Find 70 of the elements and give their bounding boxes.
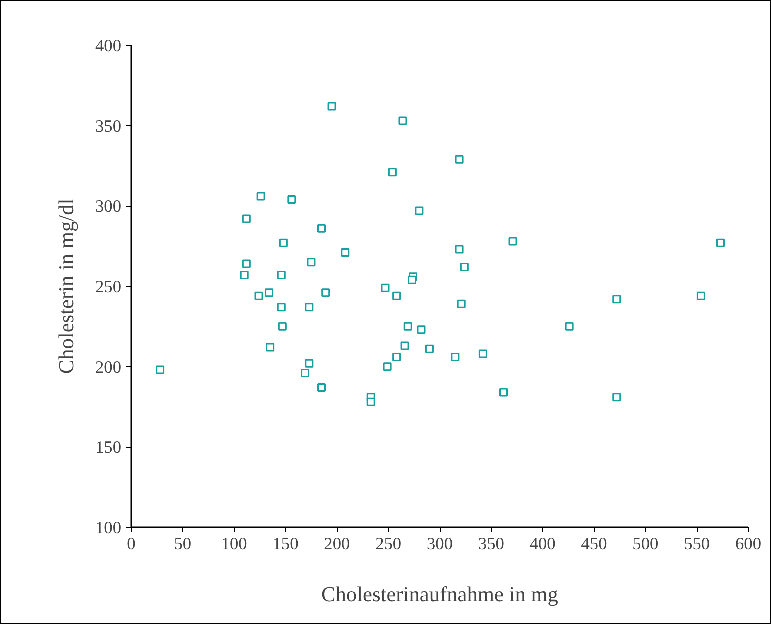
point bbox=[455, 155, 464, 164]
x-tick-label: 200 bbox=[324, 534, 350, 554]
x-tick-label: 250 bbox=[376, 534, 402, 554]
point bbox=[696, 292, 706, 300]
point bbox=[328, 102, 336, 111]
y-axis-title: Cholesterin in mg/dl bbox=[54, 198, 79, 374]
point bbox=[265, 288, 274, 298]
y-tick-label: 400 bbox=[96, 36, 122, 56]
point bbox=[478, 350, 488, 358]
point bbox=[400, 342, 410, 350]
y-tick-label: 200 bbox=[96, 358, 122, 377]
point bbox=[612, 393, 622, 402]
x-axis-title: Cholesterinaufnahme in mg bbox=[322, 582, 559, 606]
y-tick-label: 250 bbox=[96, 278, 122, 296]
point bbox=[317, 383, 326, 392]
x-tick-label: 400 bbox=[530, 534, 556, 554]
point bbox=[279, 238, 288, 248]
point bbox=[398, 116, 408, 126]
point bbox=[317, 224, 326, 233]
point bbox=[415, 206, 424, 216]
y-tick-label: 350 bbox=[96, 116, 122, 136]
point bbox=[277, 271, 286, 280]
x-tick-label: 500 bbox=[632, 534, 659, 554]
point bbox=[508, 237, 518, 246]
point bbox=[242, 214, 251, 224]
point bbox=[256, 192, 266, 201]
point bbox=[500, 388, 508, 397]
point bbox=[322, 288, 330, 298]
point bbox=[716, 238, 725, 248]
point bbox=[366, 398, 376, 406]
point bbox=[392, 352, 402, 362]
x-tick-label: 100 bbox=[221, 534, 248, 554]
point bbox=[240, 271, 249, 280]
point bbox=[404, 322, 412, 331]
point bbox=[565, 322, 574, 331]
x-tick-label: 450 bbox=[581, 534, 608, 554]
point bbox=[392, 292, 402, 300]
point bbox=[451, 352, 460, 362]
point bbox=[455, 245, 464, 254]
point bbox=[417, 326, 426, 334]
point bbox=[408, 276, 416, 284]
y-tick-label: 150 bbox=[96, 438, 122, 458]
x-tick-label: 600 bbox=[736, 534, 762, 554]
point bbox=[381, 284, 390, 292]
point bbox=[425, 344, 434, 354]
point bbox=[305, 303, 314, 312]
point bbox=[305, 359, 314, 368]
y-tick-label: 300 bbox=[96, 197, 122, 216]
x-tick-label: 350 bbox=[478, 534, 504, 554]
point bbox=[301, 369, 310, 378]
point bbox=[277, 303, 286, 312]
point bbox=[156, 366, 165, 374]
point bbox=[457, 300, 466, 308]
y-tick-label: 100 bbox=[96, 518, 122, 538]
point bbox=[388, 168, 397, 177]
point bbox=[242, 260, 251, 268]
point bbox=[288, 195, 296, 204]
x-tick-label: 550 bbox=[684, 534, 710, 554]
point bbox=[307, 258, 316, 267]
point bbox=[383, 362, 392, 372]
point bbox=[341, 248, 350, 258]
point bbox=[254, 292, 264, 300]
point bbox=[612, 295, 622, 304]
x-tick-label: 150 bbox=[272, 534, 299, 554]
point bbox=[460, 262, 469, 272]
x-tick-label: 0 bbox=[127, 534, 136, 554]
x-tick-label: 50 bbox=[174, 534, 192, 554]
point bbox=[266, 343, 275, 352]
point bbox=[278, 322, 287, 331]
x-tick-label: 300 bbox=[427, 534, 454, 554]
